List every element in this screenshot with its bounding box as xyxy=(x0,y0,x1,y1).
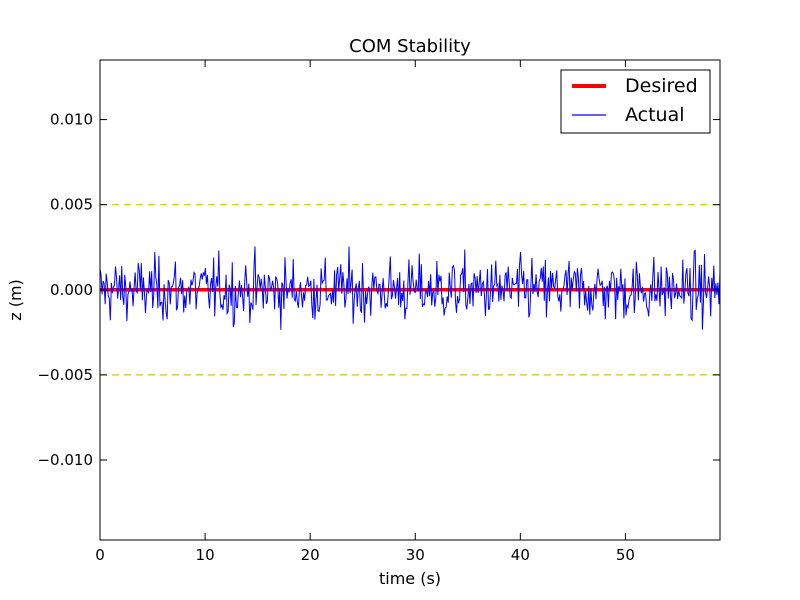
x-tick-label: 20 xyxy=(301,546,320,564)
legend-box xyxy=(560,69,711,134)
y-tick-label: −0.010 xyxy=(37,451,93,469)
y-tick-label: 0.000 xyxy=(50,281,93,299)
y-tick-label: 0.005 xyxy=(50,196,93,214)
legend: Desired Actual xyxy=(560,69,711,134)
y-tick-label: −0.005 xyxy=(37,366,93,384)
x-tick-label: 50 xyxy=(616,546,635,564)
x-tick-label: 10 xyxy=(196,546,215,564)
x-tick-label: 30 xyxy=(406,546,425,564)
legend-label-actual: Actual xyxy=(625,104,685,126)
plot-frame xyxy=(99,59,721,541)
x-tick-label: 40 xyxy=(511,546,530,564)
y-axis-label: z (m) xyxy=(6,279,25,321)
series-actual-line xyxy=(99,246,721,330)
legend-label-desired: Desired xyxy=(625,75,698,97)
axis-ticks: 0 10 20 30 40 50 0.010 0.005 0.000 −0.005 −0.010 xyxy=(37,60,720,564)
y-tick-label: 0.010 xyxy=(50,111,93,129)
x-tick-label: 0 xyxy=(95,546,105,564)
plot-area xyxy=(99,204,721,376)
chart-title: COM Stability xyxy=(349,36,471,57)
x-axis-label: time (s) xyxy=(379,569,441,588)
